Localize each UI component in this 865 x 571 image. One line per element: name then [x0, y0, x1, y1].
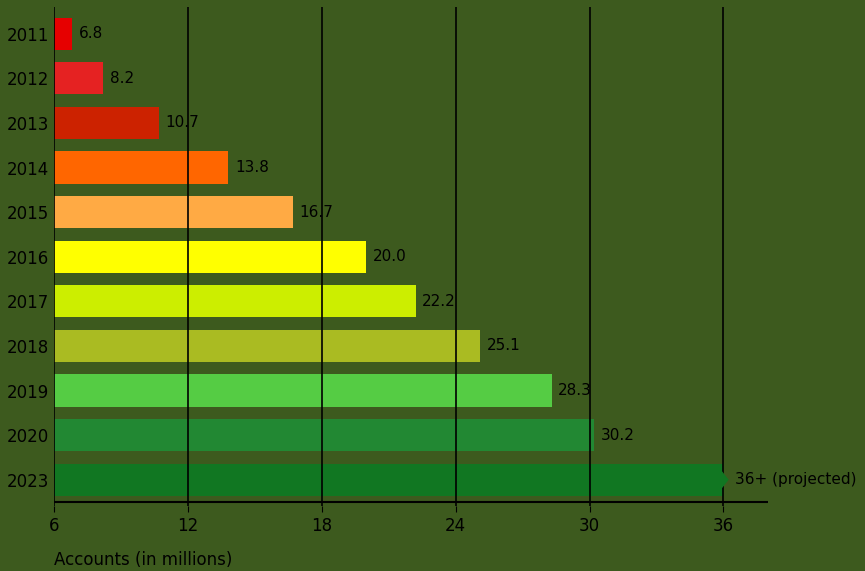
Bar	[54, 375, 552, 407]
Bar	[54, 18, 72, 50]
Bar	[54, 62, 103, 94]
Bar	[54, 151, 228, 183]
Text: 16.7: 16.7	[299, 204, 333, 220]
Text: 6.8: 6.8	[79, 26, 103, 41]
FancyArrow shape	[714, 468, 727, 491]
Text: 30.2: 30.2	[600, 428, 635, 443]
Bar	[54, 464, 723, 496]
Text: 22.2: 22.2	[422, 294, 456, 309]
Bar	[54, 196, 293, 228]
Text: 8.2: 8.2	[110, 71, 134, 86]
Text: 13.8: 13.8	[235, 160, 269, 175]
Bar	[54, 286, 415, 317]
Text: 36+ (projected): 36+ (projected)	[734, 472, 856, 487]
Bar	[54, 330, 480, 362]
Text: 10.7: 10.7	[166, 115, 200, 130]
Bar	[54, 240, 367, 273]
Bar	[54, 107, 159, 139]
Text: 28.3: 28.3	[558, 383, 593, 398]
Bar	[54, 419, 594, 451]
Text: 20.0: 20.0	[373, 249, 407, 264]
X-axis label: Accounts (in millions): Accounts (in millions)	[54, 552, 233, 569]
Text: 25.1: 25.1	[487, 339, 521, 353]
